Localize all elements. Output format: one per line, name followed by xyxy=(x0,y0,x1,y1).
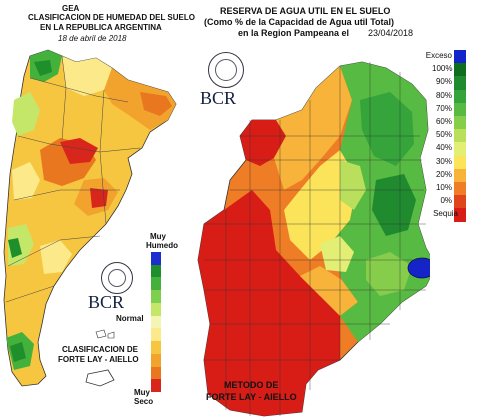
tierra-del-fuego xyxy=(85,369,115,387)
bcr-seal-icon xyxy=(101,262,133,294)
left-footer-line1: CLASIFICACION DE xyxy=(62,345,138,354)
right-legend-swatch xyxy=(454,76,466,90)
argentina-moisture-map xyxy=(3,49,177,387)
right-legend-label: 90% xyxy=(435,77,452,87)
left-legend-swatch xyxy=(151,264,161,278)
excess-water-area xyxy=(407,257,430,279)
left-date: 18 de abril de 2018 xyxy=(58,34,127,43)
pampeana-reserve-map xyxy=(197,61,430,417)
right-title-date: 23/04/2018 xyxy=(368,28,414,38)
left-legend-bottom-line1: Muy xyxy=(134,388,150,397)
left-bcr-logo: BCR xyxy=(88,292,125,312)
right-legend-label: 20% xyxy=(435,169,452,179)
left-legend-swatch xyxy=(151,302,161,316)
argentina-soil-moisture-panel: GEA CLASIFICACION DE HUMEDAD DEL SUELO E… xyxy=(0,0,195,419)
malvinas-islands xyxy=(95,329,115,339)
left-legend-swatch xyxy=(151,252,161,265)
right-footer-line1: METODO DE xyxy=(224,380,279,390)
right-legend-swatch xyxy=(454,168,466,182)
right-legend-swatch xyxy=(454,89,466,103)
right-legend-label: Exceso xyxy=(425,51,452,60)
right-legend-label: 0% xyxy=(440,196,452,206)
right-legend-swatch xyxy=(454,142,466,156)
right-legend-swatch xyxy=(454,102,466,116)
right-legend-swatch xyxy=(454,63,466,77)
left-title-line1: CLASIFICACION DE HUMEDAD DEL SUELO xyxy=(28,13,195,22)
left-legend-swatch xyxy=(151,353,161,367)
right-legend-label: 50% xyxy=(435,130,452,140)
right-legend-label: 70% xyxy=(435,103,452,113)
right-bcr-logo: BCR xyxy=(200,88,237,108)
right-legend-label: 30% xyxy=(435,156,452,166)
bcr-seal-icon xyxy=(208,52,244,88)
right-legend-swatch xyxy=(454,208,466,222)
right-title-line2: (Como % de la Capacidad de Agua util Tot… xyxy=(204,17,395,27)
left-legend-top-line2: Humedo xyxy=(146,241,178,250)
right-legend-swatch xyxy=(454,182,466,196)
right-legend-swatch xyxy=(454,129,466,143)
left-legend-swatch xyxy=(151,379,161,392)
left-footer-line2: FORTE LAY - AIELLO xyxy=(58,355,139,364)
left-legend-swatch xyxy=(151,328,161,342)
pampeana-water-reserve-panel: RESERVA DE AGUA UTIL EN EL SUELO (Como %… xyxy=(190,0,480,419)
right-legend-label: 100% xyxy=(432,64,453,74)
right-legend-label: 80% xyxy=(435,90,452,100)
right-legend-label: 60% xyxy=(435,117,452,126)
right-legend-label: 10% xyxy=(435,183,452,192)
left-legend-swatch xyxy=(151,341,161,354)
left-legend-swatch xyxy=(151,366,161,380)
right-legend-swatch xyxy=(454,50,466,64)
left-legend-swatch xyxy=(151,290,161,303)
right-title-line1: RESERVA DE AGUA UTIL EN EL SUELO xyxy=(220,6,391,16)
right-legend-label: 40% xyxy=(435,143,452,153)
right-legend-label: Sequia xyxy=(433,209,458,219)
left-legend-swatch xyxy=(151,277,161,291)
left-org-label: GEA xyxy=(62,4,80,13)
left-title-line2: EN LA REPUBLICA ARGENTINA xyxy=(40,23,162,32)
right-footer-line2: FORTE LAY - AIELLO xyxy=(206,392,297,402)
right-legend-swatch xyxy=(454,116,466,130)
right-legend-swatch xyxy=(454,195,466,209)
right-title-line3: en la Region Pampeana el xyxy=(238,28,350,38)
left-legend-bottom-line2: Seco xyxy=(134,397,154,406)
right-legend-swatch xyxy=(454,155,466,169)
left-legend-mid: Normal xyxy=(116,314,144,323)
left-legend-swatch xyxy=(151,315,161,329)
left-legend-top-line1: Muy xyxy=(150,232,166,241)
